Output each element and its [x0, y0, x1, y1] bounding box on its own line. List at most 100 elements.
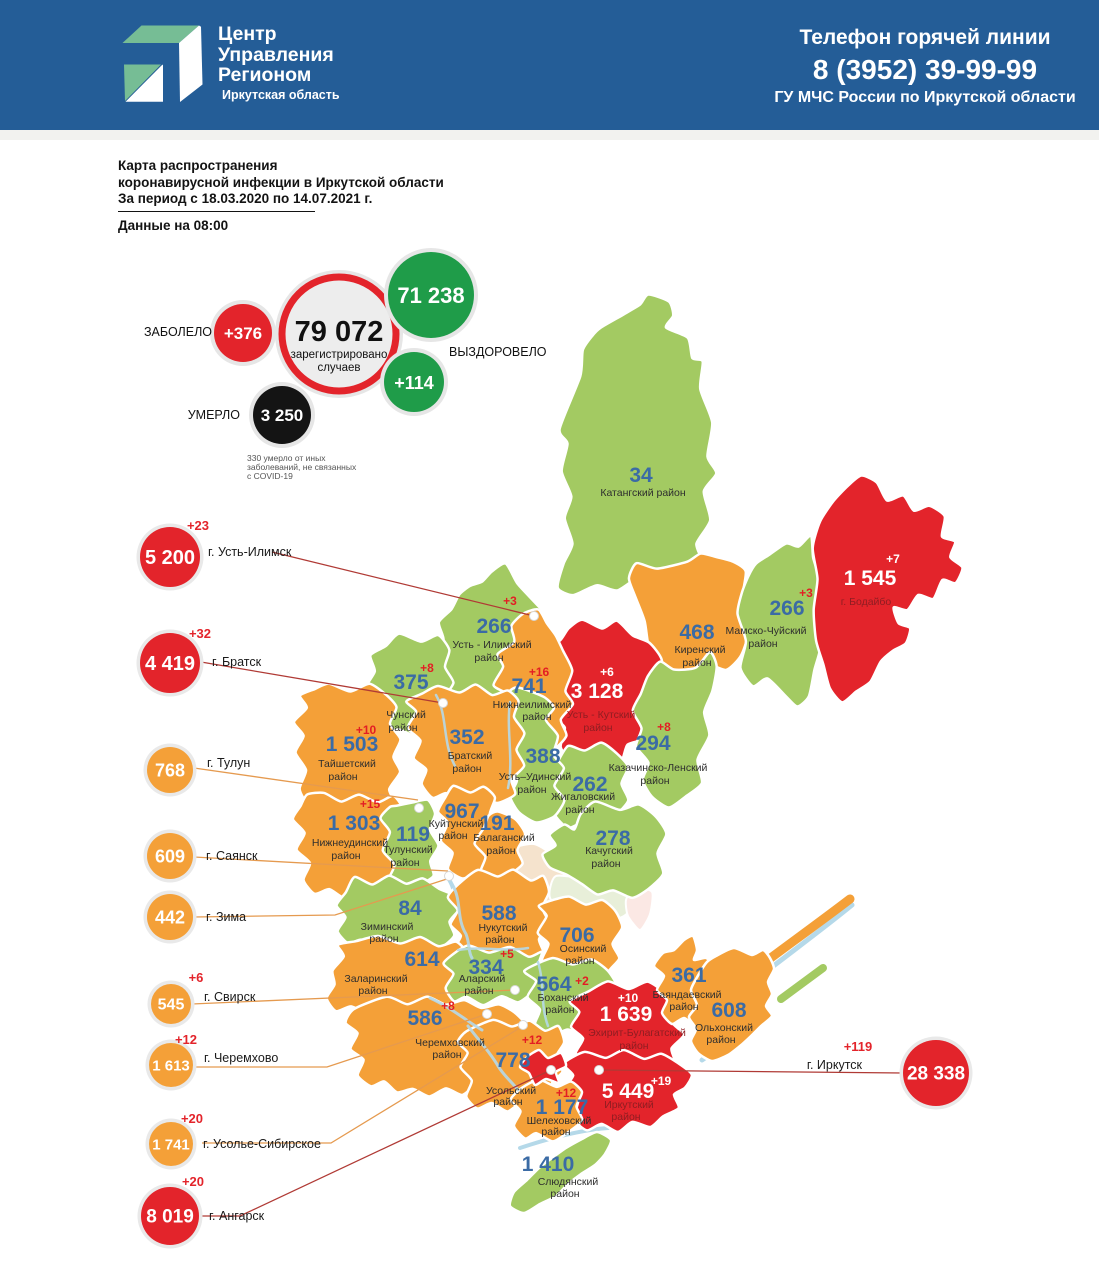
svg-text:119: 119: [396, 823, 430, 846]
svg-text:71 238: 71 238: [397, 283, 464, 308]
svg-text:зарегистрировано: зарегистрировано: [291, 349, 388, 361]
svg-text:+8: +8: [441, 999, 455, 1013]
svg-text:случаев: случаев: [317, 362, 360, 374]
svg-text:608: 608: [711, 999, 746, 1022]
svg-text:+2: +2: [575, 974, 589, 988]
svg-text:+12: +12: [522, 1033, 543, 1047]
svg-text:Нукутский: Нукутский: [478, 922, 527, 934]
svg-text:266: 266: [476, 615, 511, 638]
svg-text:УМЕРЛО: УМЕРЛО: [188, 408, 241, 422]
svg-text:г. Бодайбо: г. Бодайбо: [841, 596, 892, 608]
svg-text:+12: +12: [175, 1032, 197, 1047]
svg-text:609: 609: [155, 846, 185, 866]
svg-text:район: район: [550, 1188, 579, 1200]
svg-text:район: район: [682, 657, 711, 669]
svg-text:388: 388: [525, 745, 560, 768]
svg-text:442: 442: [155, 907, 185, 927]
svg-text:район: район: [565, 955, 594, 967]
svg-text:ЗАБОЛЕЛО: ЗАБОЛЕЛО: [144, 325, 212, 339]
svg-text:266: 266: [769, 597, 804, 620]
svg-text:район: район: [486, 845, 515, 857]
svg-text:+6: +6: [600, 665, 614, 679]
svg-text:г. Усолье-Сибирское: г. Усолье-Сибирское: [203, 1137, 321, 1151]
svg-text:район: район: [583, 722, 612, 734]
svg-text:г. Черемхово: г. Черемхово: [204, 1051, 278, 1065]
svg-text:район: район: [452, 763, 481, 775]
svg-text:район: район: [388, 722, 417, 734]
svg-text:район: район: [485, 934, 514, 946]
svg-text:район: район: [669, 1001, 698, 1013]
svg-text:330 умерло от иных: 330 умерло от иных: [247, 453, 326, 463]
svg-text:район: район: [640, 775, 669, 787]
svg-text:3 250: 3 250: [261, 406, 304, 425]
svg-text:Аларский: Аларский: [459, 973, 506, 985]
svg-text:Усть–Удинский: Усть–Удинский: [499, 771, 572, 783]
svg-text:Осинский: Осинский: [560, 943, 607, 955]
svg-text:район: район: [369, 933, 398, 945]
svg-text:район: район: [493, 1096, 522, 1108]
svg-text:с COVID-19: с COVID-19: [247, 471, 293, 481]
svg-text:Мамско-Чуйский: Мамско-Чуйский: [726, 625, 807, 637]
svg-text:3 128: 3 128: [571, 680, 624, 703]
svg-text:564: 564: [536, 973, 571, 996]
svg-text:278: 278: [595, 827, 630, 850]
svg-text:+376: +376: [224, 324, 262, 343]
svg-text:1 545: 1 545: [844, 567, 897, 590]
svg-text:Катангский район: Катангский район: [600, 487, 686, 499]
svg-text:район: район: [541, 1126, 570, 1138]
svg-text:Киренский: Киренский: [674, 644, 725, 656]
svg-text:334: 334: [468, 956, 503, 979]
svg-text:район: район: [522, 711, 551, 723]
svg-text:1 613: 1 613: [152, 1057, 190, 1074]
svg-text:ВЫЗДОРОВЕЛО: ВЫЗДОРОВЕЛО: [449, 345, 547, 359]
svg-text:+5: +5: [500, 947, 514, 961]
svg-text:Черемховский: Черемховский: [415, 1037, 485, 1049]
svg-text:Нижнеилимский: Нижнеилимский: [493, 699, 572, 711]
svg-text:+119: +119: [844, 1039, 873, 1054]
svg-text:545: 545: [158, 997, 185, 1014]
svg-text:+3: +3: [799, 586, 813, 600]
svg-text:967: 967: [444, 800, 479, 823]
svg-text:+10: +10: [356, 723, 377, 737]
svg-text:Братский: Братский: [448, 750, 493, 762]
svg-text:375: 375: [393, 671, 428, 694]
svg-text:5 200: 5 200: [145, 547, 195, 569]
svg-text:+8: +8: [657, 720, 671, 734]
svg-text:+114: +114: [394, 373, 434, 393]
svg-text:706: 706: [559, 924, 594, 947]
svg-text:34: 34: [629, 464, 653, 487]
svg-text:Баяндаевский: Баяндаевский: [652, 989, 721, 1001]
svg-text:г. Тулун: г. Тулун: [207, 756, 250, 770]
svg-text:район: район: [619, 1040, 648, 1052]
svg-text:г. Свирск: г. Свирск: [204, 990, 256, 1004]
svg-text:+20: +20: [181, 1111, 203, 1126]
svg-text:+23: +23: [187, 518, 209, 533]
svg-text:+16: +16: [529, 665, 550, 679]
svg-text:+15: +15: [360, 797, 381, 811]
svg-text:Чунский: Чунский: [386, 709, 426, 721]
svg-text:5 449: 5 449: [602, 1080, 655, 1103]
svg-text:1 177: 1 177: [536, 1096, 589, 1119]
svg-text:Усольский: Усольский: [486, 1085, 536, 1097]
svg-text:294: 294: [635, 732, 670, 755]
svg-text:район: район: [390, 857, 419, 869]
svg-text:район: район: [331, 850, 360, 862]
svg-text:г. Ангарск: г. Ангарск: [209, 1209, 265, 1223]
svg-text:Ольхонский: Ольхонский: [695, 1022, 753, 1034]
svg-text:741: 741: [511, 675, 546, 698]
svg-text:Иркутский: Иркутский: [604, 1099, 654, 1111]
svg-text:1 410: 1 410: [522, 1153, 575, 1176]
svg-text:588: 588: [481, 902, 516, 925]
svg-text:район: район: [432, 1049, 461, 1061]
svg-text:район: район: [565, 804, 594, 816]
svg-text:район: район: [591, 858, 620, 870]
svg-text:1 303: 1 303: [328, 812, 381, 835]
svg-text:+32: +32: [189, 626, 211, 641]
svg-text:614: 614: [404, 948, 439, 971]
svg-text:район: район: [611, 1111, 640, 1123]
svg-text:468: 468: [679, 621, 714, 644]
svg-text:1 639: 1 639: [600, 1003, 653, 1026]
svg-text:191: 191: [479, 812, 514, 835]
svg-text:1 503: 1 503: [326, 733, 379, 756]
svg-text:+10: +10: [618, 991, 639, 1005]
